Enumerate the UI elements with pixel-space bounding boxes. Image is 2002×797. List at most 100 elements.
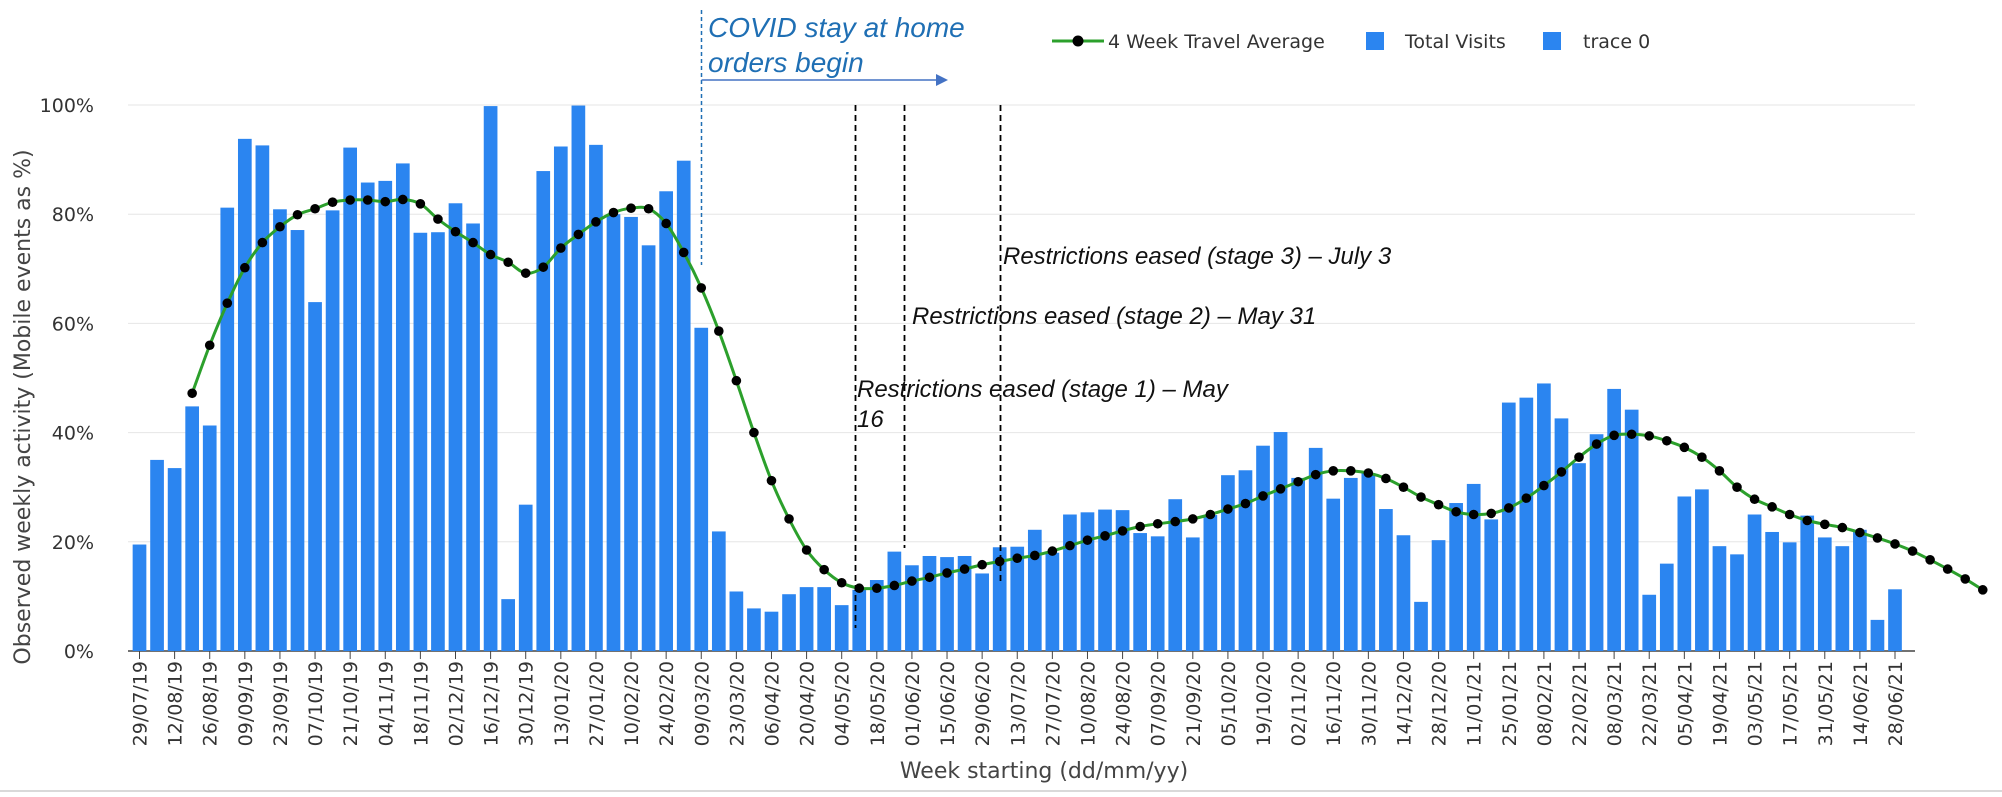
legend-marker-swatch — [1072, 35, 1084, 47]
average-point — [433, 214, 443, 224]
average-point — [924, 572, 935, 583]
bar — [1010, 546, 1025, 651]
x-tick-label: 21/09/20 — [1183, 661, 1205, 746]
average-point — [1697, 452, 1707, 462]
average-point — [1205, 509, 1216, 520]
x-tick-label: 30/11/20 — [1358, 661, 1380, 746]
average-point — [1328, 466, 1339, 476]
y-tick-label: 0% — [64, 641, 94, 663]
bar — [1115, 510, 1130, 651]
bar — [1730, 554, 1744, 651]
x-tick-label: 06/04/20 — [761, 661, 783, 746]
average-point — [1381, 473, 1391, 484]
annotation-stage2: Restrictions eased (stage 2) – May 31 — [912, 303, 1316, 330]
average-point — [731, 375, 742, 386]
bar — [641, 245, 656, 651]
average-point — [696, 283, 707, 293]
bar — [360, 182, 375, 652]
average-point — [1065, 540, 1075, 551]
average-point — [1345, 466, 1356, 476]
average-point — [1310, 469, 1321, 480]
legend-item-total-visits[interactable]: Total Visits — [1366, 31, 1506, 53]
average-point — [977, 559, 987, 570]
average-point — [1135, 521, 1145, 532]
x-tick-label: 10/02/20 — [621, 661, 643, 746]
bar — [1308, 447, 1323, 651]
bar — [1203, 515, 1218, 651]
bar — [606, 214, 621, 651]
bar — [694, 327, 709, 651]
average-point — [1363, 468, 1374, 478]
annotation-covid-line2: orders begin — [708, 47, 864, 78]
covid-arrow-head — [936, 74, 948, 86]
bar — [1291, 477, 1305, 651]
average-point — [1223, 504, 1233, 514]
bar — [1888, 589, 1902, 651]
average-point — [889, 580, 900, 591]
average-point — [994, 556, 1005, 567]
legend-item-trace-0[interactable]: trace 0 — [1543, 31, 1650, 53]
bar — [1695, 489, 1709, 651]
average-point — [836, 577, 847, 588]
average-point — [485, 249, 496, 260]
bar — [255, 145, 270, 652]
x-tick-label: 31/05/21 — [1815, 661, 1837, 746]
legend: 4 Week Travel Average Total Visits trace… — [1052, 31, 1650, 53]
bar — [202, 425, 217, 651]
average-point — [520, 268, 531, 278]
x-tick-label: 04/05/20 — [832, 661, 854, 746]
average-point — [608, 207, 619, 218]
x-tick-label: 19/04/21 — [1709, 661, 1731, 746]
average-point — [1802, 515, 1813, 526]
bar — [413, 232, 428, 651]
bar — [1537, 383, 1551, 651]
bar — [395, 163, 410, 651]
legend-item-average[interactable]: 4 Week Travel Average — [1052, 31, 1325, 53]
y-tick-label: 60% — [52, 313, 94, 335]
average-point — [345, 195, 355, 205]
bar — [237, 138, 252, 652]
average-point — [854, 583, 865, 594]
x-tick-label: 30/12/19 — [516, 661, 538, 746]
y-tick-label: 40% — [52, 423, 94, 445]
bar — [431, 232, 445, 651]
average-point — [398, 194, 408, 205]
bar — [1133, 533, 1147, 651]
x-tick-label: 08/03/21 — [1604, 661, 1626, 746]
average-point — [362, 195, 373, 205]
average-point — [766, 475, 777, 486]
average-point — [1030, 550, 1040, 561]
annotation-stage3: Restrictions eased (stage 3) – July 3 — [1003, 243, 1392, 270]
average-point — [801, 545, 812, 555]
legend-bar-swatch-trace0 — [1543, 32, 1561, 50]
bar — [922, 555, 937, 651]
bar — [501, 599, 516, 651]
bar — [518, 504, 533, 651]
x-tick-label: 13/07/20 — [1007, 661, 1029, 746]
bar — [1431, 540, 1446, 651]
bar — [905, 565, 919, 651]
average-point — [1468, 509, 1479, 520]
bar — [992, 547, 1007, 651]
x-tick-label: 02/12/19 — [445, 661, 467, 746]
x-tick-label: 03/05/21 — [1745, 661, 1767, 746]
average-point — [573, 229, 584, 240]
average-point — [872, 583, 882, 594]
annotation-stage1-line2: 16 — [857, 406, 884, 433]
average-point — [1977, 585, 1988, 595]
x-tick-label: 28/06/21 — [1885, 661, 1907, 746]
x-tick-label: 05/04/21 — [1674, 661, 1696, 746]
average-point — [1819, 519, 1830, 530]
x-tick-label: 15/06/20 — [937, 661, 959, 746]
x-tick-label: 22/03/21 — [1639, 661, 1661, 746]
bar — [1659, 563, 1674, 651]
x-tick-label: 23/09/19 — [270, 661, 292, 746]
bar — [1800, 515, 1815, 651]
average-point — [1451, 506, 1461, 517]
bar — [1572, 463, 1586, 651]
x-tick-label: 27/01/20 — [586, 661, 608, 746]
bar — [1624, 409, 1639, 651]
average-point — [1679, 442, 1690, 453]
average-point — [1047, 546, 1058, 556]
average-point — [1539, 480, 1549, 491]
